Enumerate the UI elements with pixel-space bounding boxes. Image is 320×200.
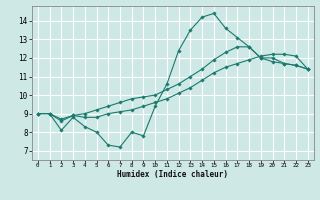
X-axis label: Humidex (Indice chaleur): Humidex (Indice chaleur)	[117, 170, 228, 179]
